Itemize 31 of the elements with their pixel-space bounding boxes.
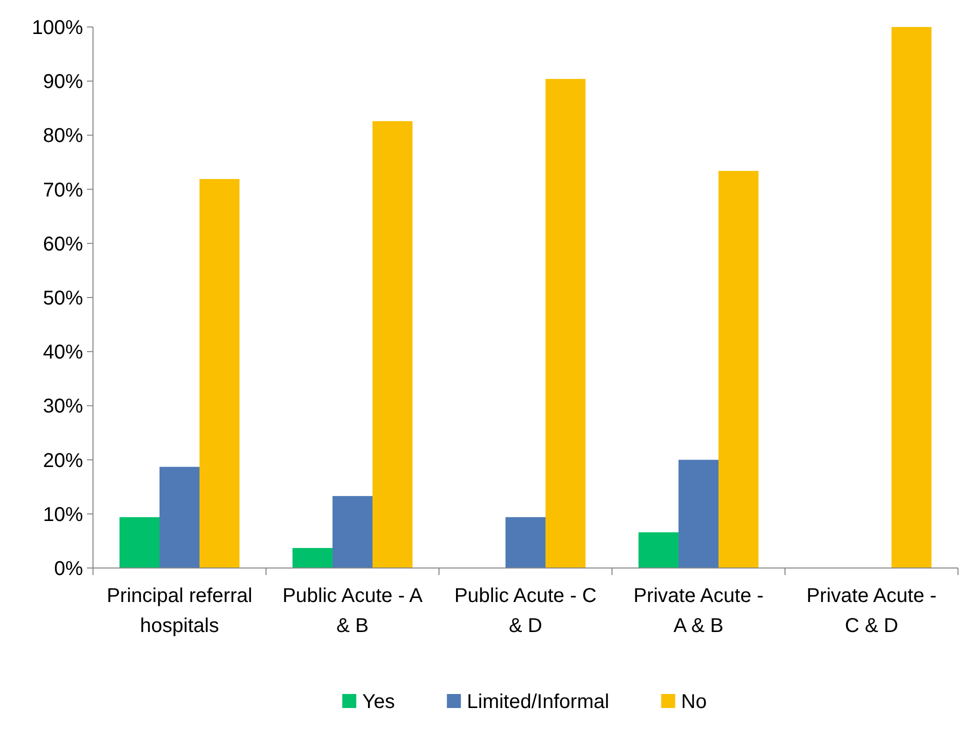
x-tick-label: Private Acute - C & D: [806, 585, 937, 637]
y-tick-label: 100%: [32, 17, 84, 39]
bar: [892, 27, 932, 568]
y-tick-label: 30%: [42, 396, 84, 418]
bar: [718, 170, 758, 568]
y-tick-label: 0%: [54, 558, 84, 580]
y-tick-label: 90%: [42, 71, 84, 94]
legend-label: No: [681, 691, 707, 713]
bar: [200, 179, 240, 568]
y-tick-label: 20%: [42, 450, 84, 472]
bar: [506, 517, 546, 568]
bar: [372, 121, 412, 568]
bar: [678, 460, 718, 568]
y-tick-label: 70%: [42, 179, 84, 202]
bar: [120, 517, 160, 568]
bar: [546, 78, 586, 568]
y-tick-label: 60%: [42, 233, 84, 256]
x-tick-label: Principal referral hospitals: [106, 585, 252, 637]
legend-label: Limited/Informal: [466, 691, 610, 713]
legend-label: Yes: [362, 691, 395, 713]
bar: [292, 548, 332, 568]
bar: [332, 496, 372, 568]
x-tick-label: Private Acute - A & B: [633, 585, 764, 637]
bar: [160, 466, 200, 568]
x-tick-label: Public Acute - A & B: [282, 585, 424, 637]
y-tick-label: 10%: [42, 504, 84, 526]
y-tick-label: 40%: [42, 342, 84, 364]
y-tick-label: 80%: [42, 125, 84, 148]
x-tick-label: Public Acute - C & D: [454, 585, 597, 637]
y-tick-label: 50%: [42, 288, 84, 310]
bar: [638, 532, 678, 568]
